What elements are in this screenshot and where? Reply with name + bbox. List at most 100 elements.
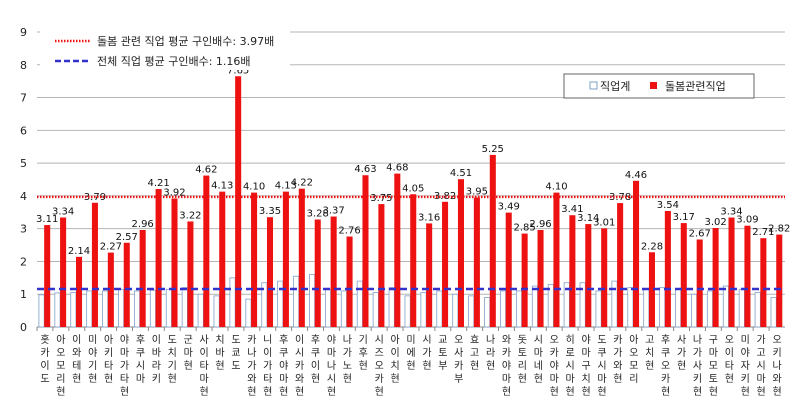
data-label: 2.67: [689, 228, 711, 239]
bar-total: [531, 285, 538, 328]
bar-total: [149, 289, 156, 328]
bar-total: [70, 292, 77, 328]
data-label: 4.51: [450, 168, 472, 179]
bar-total: [133, 290, 141, 328]
legend-label-care: 돌봄관련직업: [665, 80, 726, 93]
y-tick-label: 4: [20, 190, 27, 203]
y-tick-label: 2: [20, 255, 27, 268]
bar-care: [410, 194, 417, 327]
data-label: 2.28: [641, 241, 663, 252]
data-label: 3.37: [323, 206, 345, 217]
bar-total: [86, 290, 93, 328]
bar-total: [468, 295, 475, 328]
bar-total: [770, 297, 777, 328]
reference-lines: [37, 195, 785, 291]
bar-care: [696, 239, 703, 327]
data-label: 4.10: [545, 182, 567, 193]
bar-total: [181, 287, 188, 328]
bar-care: [266, 217, 274, 327]
data-label: 4.46: [625, 170, 647, 181]
bar-care: [139, 229, 146, 327]
data-label: 3.22: [179, 210, 201, 221]
bar-care: [680, 223, 687, 327]
bar-total: [563, 282, 570, 328]
bar-care: [569, 215, 576, 327]
data-label: 4.13: [275, 181, 297, 192]
bar-care: [601, 228, 608, 327]
data-label: 3.09: [736, 215, 758, 226]
bar-care: [362, 175, 369, 327]
data-label: 4.05: [402, 183, 424, 194]
y-tick-label: 6: [20, 124, 27, 137]
bar-care: [394, 173, 401, 327]
bar-care: [235, 76, 242, 327]
bar-care: [298, 188, 305, 327]
bar-total: [627, 287, 634, 328]
bar-total: [372, 292, 379, 328]
bar-total: [547, 283, 554, 328]
bar-care: [553, 192, 560, 327]
bar-care: [44, 225, 51, 327]
data-label: 3.17: [673, 212, 695, 223]
data-label: 3.54: [657, 200, 679, 211]
data-label: 3.49: [498, 202, 520, 213]
bar-total: [293, 275, 300, 328]
series-legend: 직업계 돌봄관련직업: [563, 73, 755, 99]
data-label: 2.14: [68, 246, 90, 257]
data-label: 2.57: [116, 232, 138, 243]
bar-total: [229, 277, 236, 328]
bar-total: [754, 292, 761, 328]
bar-care: [155, 189, 162, 327]
bars: 3.113.342.143.792.272.572.964.213.923.22…: [36, 65, 790, 328]
bar-total: [484, 297, 491, 328]
data-label: 3.16: [418, 212, 440, 223]
reference-label-all: 전체 직업 평균 구인배수: 1.16배: [97, 55, 251, 68]
reference-line-legend: 돌봄 관련 직업 평균 구인배수: 3.97배 전체 직업 평균 구인배수: 1…: [40, 28, 290, 70]
bar-total: [102, 290, 109, 328]
data-label: 3.34: [720, 207, 742, 218]
bar-total: [38, 294, 45, 328]
bar-care: [203, 175, 210, 327]
bar-total: [388, 287, 395, 328]
legend-swatch-care: [650, 82, 657, 89]
bar-care: [442, 201, 449, 327]
bar-care: [123, 242, 130, 327]
bar-care: [505, 212, 512, 327]
y-tick-label: 7: [20, 92, 27, 105]
bar-total: [722, 285, 729, 328]
y-tick-label: 8: [20, 59, 27, 72]
bar-care: [457, 179, 464, 327]
data-label: 4.62: [195, 165, 217, 176]
bar-total: [436, 290, 443, 328]
data-label: 2.76: [338, 226, 360, 237]
bar-care: [426, 223, 433, 327]
bar-care: [648, 252, 655, 327]
bar-care: [473, 197, 480, 327]
data-label: 3.02: [704, 217, 726, 228]
bar-total: [165, 288, 172, 328]
bar-total: [595, 290, 602, 328]
bar-total: [500, 290, 507, 328]
bar-care: [521, 233, 528, 327]
bar-care: [330, 216, 337, 327]
data-label: 5.25: [482, 144, 504, 155]
y-tick-label: 3: [20, 223, 27, 236]
